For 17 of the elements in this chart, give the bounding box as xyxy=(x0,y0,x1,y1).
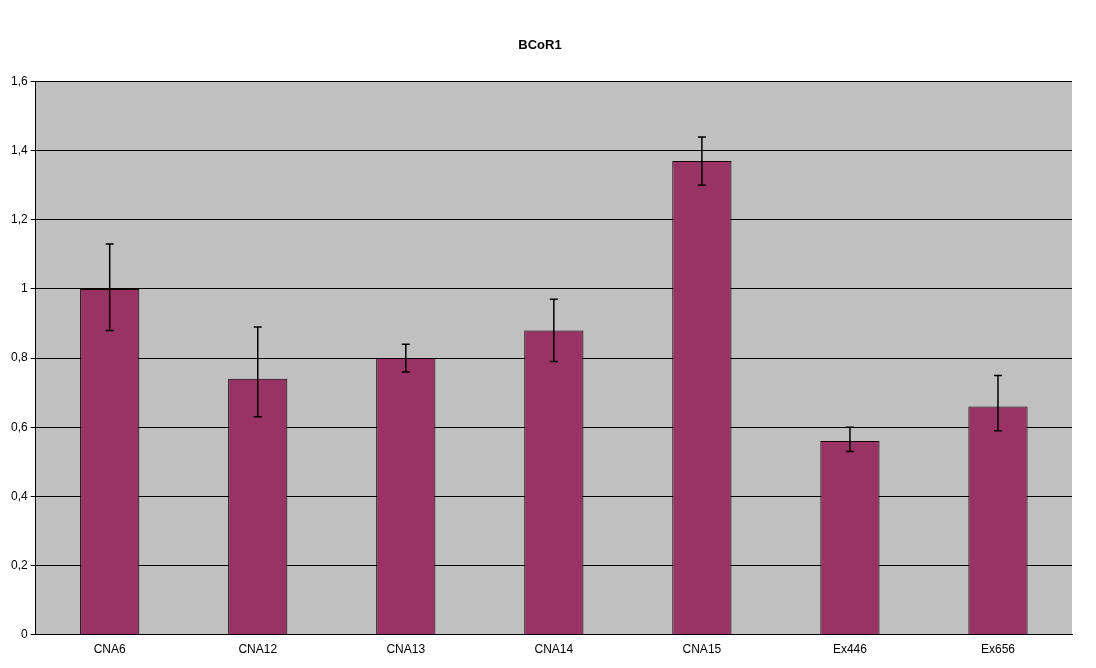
x-tick-label: CNA15 xyxy=(682,642,722,657)
y-tick-label: 1 xyxy=(20,281,28,296)
y-tick-label: 1,4 xyxy=(10,143,28,158)
y-tick-label: 0,8 xyxy=(10,350,28,365)
chart-title: BCoR1 xyxy=(518,37,562,53)
x-tick-label: Ex656 xyxy=(980,642,1016,657)
y-tick-label: 1,2 xyxy=(10,212,28,227)
y-tick-label: 0,6 xyxy=(10,419,28,434)
x-tick-label: CNA6 xyxy=(93,642,127,657)
y-tick-label: 0 xyxy=(20,626,28,641)
y-tick-label: 0,2 xyxy=(10,557,28,572)
x-tick-label: Ex446 xyxy=(832,642,868,657)
y-tick-label: 0,4 xyxy=(10,488,28,503)
x-tick-label: CNA14 xyxy=(534,642,574,657)
x-tick-label: CNA12 xyxy=(238,642,278,657)
x-tick-label: CNA13 xyxy=(386,642,426,657)
y-tick-label: 1,6 xyxy=(10,73,28,88)
